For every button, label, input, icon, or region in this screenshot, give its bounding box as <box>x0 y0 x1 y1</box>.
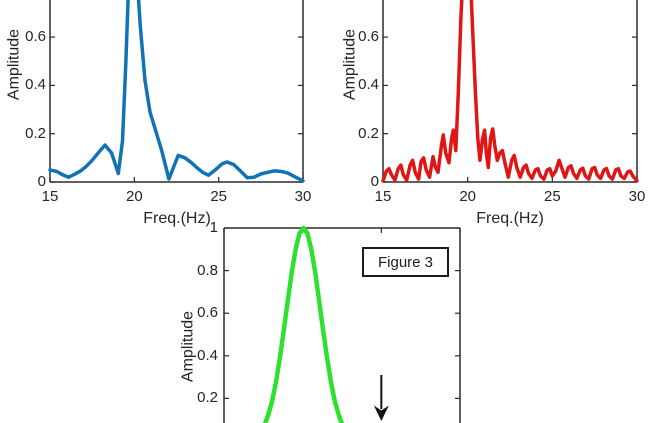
down-arrow-head <box>373 405 389 421</box>
y-tick-label: 0.2 <box>25 124 46 142</box>
y-tick-label: 0.6 <box>358 28 379 46</box>
y-tick-label: 0.4 <box>197 346 218 364</box>
y-tick-label: 0.6 <box>25 28 46 46</box>
green-spectrum-curve <box>262 225 345 423</box>
red-spectrum-curve <box>381 0 639 183</box>
y-tick-label: 0 <box>37 173 46 190</box>
plot2-xaxis-label: Freq.(Hz) <box>476 210 544 227</box>
x-tick-label: 20 <box>125 188 143 205</box>
x-tick-label: 15 <box>374 188 392 205</box>
y-tick-label: 0 <box>370 173 379 190</box>
y-tick-label: 0.2 <box>358 124 379 142</box>
blue-spectrum-curve <box>48 0 305 183</box>
x-tick-label: 25 <box>210 188 227 205</box>
y-tick-label: 1 <box>209 219 218 236</box>
plot1-yaxis-label: Amplitude <box>5 28 23 101</box>
x-tick-label: 20 <box>459 188 476 205</box>
y-tick-label: 0.4 <box>25 76 46 94</box>
figure-label-box: Figure 3 <box>362 247 449 277</box>
figure-label-text: Figure 3 <box>377 253 434 271</box>
x-tick-label: 15 <box>41 188 59 205</box>
y-tick-label: 0.6 <box>197 304 218 322</box>
y-tick-label: 0.8 <box>197 261 218 279</box>
x-tick-label: 30 <box>294 188 312 205</box>
x-tick-label: 30 <box>628 188 646 205</box>
y-tick-label: 0.4 <box>358 76 379 94</box>
plot1-xaxis-label: Freq.(Hz) <box>143 210 211 227</box>
x-tick-label: 25 <box>543 188 561 205</box>
plot2-yaxis-label: Amplitude <box>341 28 359 101</box>
y-tick-label: 0.2 <box>197 389 218 407</box>
